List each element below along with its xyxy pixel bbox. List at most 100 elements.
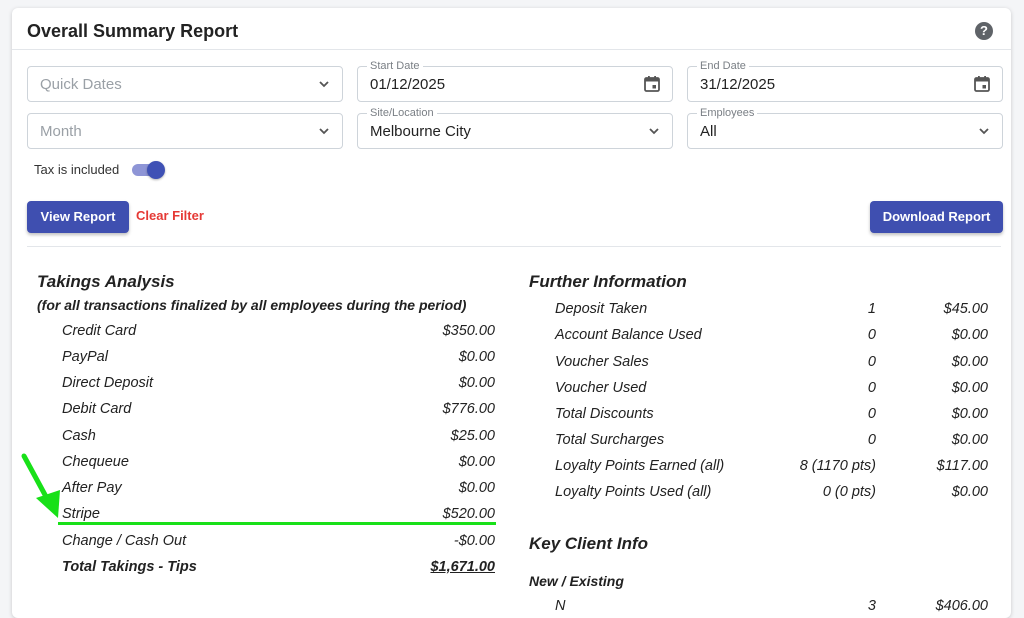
further-row-label: Total Discounts	[555, 406, 654, 422]
further-row-value: $45.00	[943, 301, 988, 317]
quick-dates-placeholder: Quick Dates	[40, 76, 122, 93]
further-row-value: $117.00	[936, 458, 988, 474]
start-date-label: Start Date	[367, 60, 423, 72]
takings-row-label: After Pay	[62, 480, 122, 496]
section-divider	[27, 246, 1001, 247]
takings-row: After Pay $0.00	[62, 480, 495, 500]
takings-row-value: $0.00	[458, 375, 495, 391]
summary-report-card: Overall Summary Report ? Quick Dates Sta…	[12, 8, 1011, 618]
end-date-label: End Date	[697, 60, 749, 72]
takings-analysis-title: Takings Analysis	[37, 272, 175, 291]
calendar-icon[interactable]	[973, 75, 991, 93]
site-location-select[interactable]: Site/Location Melbourne City	[357, 107, 673, 149]
quick-dates-select[interactable]: Quick Dates	[27, 66, 343, 102]
takings-row-value: $0.00	[458, 349, 495, 365]
further-row-label: Voucher Used	[555, 380, 647, 396]
further-information-title: Further Information	[529, 272, 687, 291]
further-row: Voucher Sales 0 $0.00	[555, 354, 988, 374]
further-row: Voucher Used 0 $0.00	[555, 380, 988, 400]
takings-analysis-subtitle: (for all transactions finalized by all e…	[37, 297, 467, 313]
takings-row-value: $0.00	[458, 454, 495, 470]
report-header: Overall Summary Report ?	[12, 8, 1011, 50]
site-location-label: Site/Location	[367, 107, 437, 119]
employees-select[interactable]: Employees All	[687, 107, 1003, 149]
further-row-label: Loyalty Points Earned (all)	[555, 458, 725, 474]
further-row-value: $0.00	[951, 484, 988, 500]
takings-row-value: $25.00	[450, 428, 495, 444]
takings-row-value: $776.00	[442, 401, 495, 417]
further-row-count: 0	[867, 406, 876, 422]
takings-row-label: Cash	[62, 428, 96, 444]
month-select[interactable]: Month	[27, 113, 343, 149]
further-row-count: 1	[867, 301, 876, 317]
takings-total-row: Total Takings - Tips $1,671.00	[62, 559, 495, 579]
month-placeholder: Month	[40, 123, 82, 140]
takings-row: PayPal $0.00	[62, 349, 495, 369]
further-row-count: 0	[867, 432, 876, 448]
tax-included-label: Tax is included	[34, 162, 120, 177]
takings-row-value: $350.00	[442, 323, 495, 339]
further-row: Account Balance Used 0 $0.00	[555, 327, 988, 347]
takings-row-value: $520.00	[442, 506, 495, 522]
download-report-button[interactable]: Download Report	[870, 201, 1003, 233]
start-date-value: 01/12/2025	[370, 76, 446, 93]
takings-row: Credit Card $350.00	[62, 323, 495, 343]
key-client-row-count: 3	[867, 598, 876, 614]
further-row-count: 0 (0 pts)	[822, 484, 876, 500]
further-row-label: Voucher Sales	[555, 354, 649, 370]
calendar-icon[interactable]	[643, 75, 661, 93]
further-row-value: $0.00	[951, 327, 988, 343]
further-row: Deposit Taken 1 $45.00	[555, 301, 988, 321]
takings-row: Chequeue $0.00	[62, 454, 495, 474]
toggle-knob	[147, 161, 165, 179]
key-client-info-title: Key Client Info	[529, 534, 649, 553]
key-client-row-value: $406.00	[935, 598, 988, 614]
highlight-underline	[58, 522, 496, 525]
chevron-down-icon	[319, 128, 329, 135]
takings-row: Change / Cash Out -$0.00	[62, 533, 495, 553]
further-row-count: 0	[867, 354, 876, 370]
employees-label: Employees	[697, 107, 758, 119]
further-row-count: 0	[867, 327, 876, 343]
tax-included-toggle[interactable]	[132, 161, 166, 179]
further-row-label: Total Surcharges	[555, 432, 665, 448]
end-date-value: 31/12/2025	[700, 76, 776, 93]
chevron-down-icon	[649, 128, 659, 135]
further-row: Total Discounts 0 $0.00	[555, 406, 988, 426]
key-client-row: N 3 $406.00	[555, 598, 988, 618]
further-row-count: 8 (1170 pts)	[799, 458, 876, 474]
takings-row-value: -$0.00	[453, 533, 495, 549]
clear-filter-link[interactable]: Clear Filter	[136, 208, 204, 223]
start-date-field[interactable]: Start Date 01/12/2025	[357, 60, 673, 102]
takings-row-label: Chequeue	[62, 454, 129, 470]
further-row-label: Deposit Taken	[555, 301, 648, 317]
takings-row-label: Stripe	[62, 506, 100, 522]
takings-total-value: $1,671.00	[430, 559, 495, 575]
takings-row: Debit Card $776.00	[62, 401, 495, 421]
new-existing-subtitle: New / Existing	[529, 573, 624, 589]
employees-value: All	[700, 123, 717, 140]
further-row-label: Account Balance Used	[555, 327, 702, 343]
further-row-value: $0.00	[951, 432, 988, 448]
takings-row-label: Change / Cash Out	[62, 533, 187, 549]
takings-row-stripe: Stripe $520.00	[62, 506, 495, 526]
further-row-value: $0.00	[951, 406, 988, 422]
annotation-arrow-icon	[21, 453, 60, 518]
further-row: Loyalty Points Used (all) 0 (0 pts) $0.0…	[555, 484, 988, 504]
further-row: Loyalty Points Earned (all) 8 (1170 pts)…	[555, 458, 988, 478]
further-row: Total Surcharges 0 $0.00	[555, 432, 988, 452]
takings-row-value: $0.00	[458, 480, 495, 496]
view-report-button[interactable]: View Report	[27, 201, 129, 233]
takings-row-label: PayPal	[62, 349, 108, 365]
page-title: Overall Summary Report	[27, 21, 239, 41]
takings-row-label: Credit Card	[62, 323, 137, 339]
takings-row-label: Direct Deposit	[62, 375, 154, 391]
further-row-value: $0.00	[951, 380, 988, 396]
takings-row: Direct Deposit $0.00	[62, 375, 495, 395]
key-client-row-label: N	[555, 598, 566, 614]
site-location-value: Melbourne City	[370, 123, 471, 140]
question-circle-icon[interactable]: ?	[975, 22, 993, 40]
further-row-label: Loyalty Points Used (all)	[555, 484, 712, 500]
further-row-count: 0	[867, 380, 876, 396]
end-date-field[interactable]: End Date 31/12/2025	[687, 60, 1003, 102]
